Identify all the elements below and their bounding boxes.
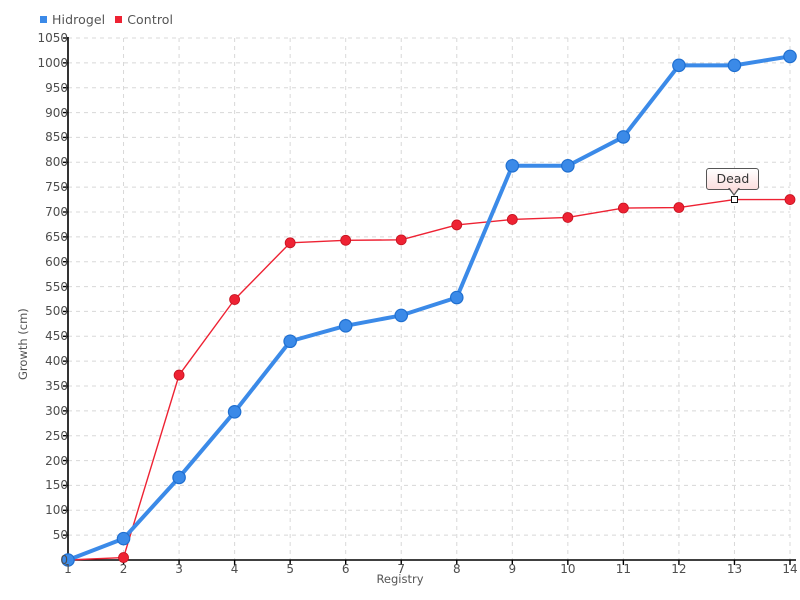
data-point-control[interactable]: [340, 234, 352, 246]
data-point-control[interactable]: [451, 219, 463, 231]
y-tick-label: 800: [45, 155, 68, 170]
data-point-hidrogel[interactable]: [172, 470, 186, 485]
x-tick-label: 13: [726, 562, 743, 576]
x-tick-label: 11: [615, 562, 632, 576]
data-point-hidrogel[interactable]: [783, 49, 797, 64]
y-tick-label: 300: [45, 403, 68, 418]
legend-item-hidrogel[interactable]: Hidrogel: [40, 12, 105, 27]
y-tick-label: 900: [45, 105, 68, 120]
x-tick-label: 5: [286, 562, 294, 576]
y-tick-label: 550: [45, 279, 68, 294]
data-point-control[interactable]: [673, 202, 685, 213]
data-point-control[interactable]: [284, 237, 296, 249]
y-tick-label: 700: [45, 205, 68, 219]
y-tick-label: 450: [45, 329, 68, 344]
data-point-hidrogel[interactable]: [727, 58, 742, 73]
y-tick-label: 600: [45, 254, 68, 269]
data-point-hidrogel[interactable]: [394, 308, 409, 323]
data-point-hidrogel[interactable]: [116, 531, 131, 546]
legend-label-hidrogel: Hidrogel: [52, 11, 106, 27]
y-tick-label: 1000: [37, 55, 68, 70]
y-tick-label: 500: [45, 304, 68, 319]
dead-point-marker[interactable]: [730, 196, 738, 204]
x-tick-label: 12: [671, 562, 687, 576]
data-point-control[interactable]: [562, 212, 574, 223]
y-tick-label: 100: [45, 503, 68, 518]
series-line-control: [67, 198, 791, 561]
y-axis-title: Growth (cm): [16, 308, 30, 380]
x-tick-label: 9: [508, 562, 517, 576]
data-point-control[interactable]: [617, 202, 629, 214]
data-point-hidrogel[interactable]: [561, 158, 575, 173]
data-point-hidrogel[interactable]: [227, 405, 242, 419]
data-point-hidrogel[interactable]: [338, 319, 353, 333]
x-tick-label: 3: [175, 562, 183, 576]
data-point-hidrogel[interactable]: [61, 553, 75, 567]
y-tick-label: 650: [45, 229, 68, 244]
x-tick-label: 6: [341, 562, 350, 576]
data-point-hidrogel[interactable]: [505, 158, 520, 173]
y-tick-label: 250: [45, 428, 68, 443]
x-tick-label: 10: [560, 562, 576, 576]
y-tick-label: 850: [45, 130, 68, 145]
data-point-hidrogel[interactable]: [672, 58, 686, 73]
x-tick-label: 1: [64, 562, 72, 576]
y-tick-label: 950: [45, 80, 68, 95]
x-tick-label: 4: [230, 562, 239, 576]
series-line-hidrogel: [66, 54, 792, 562]
dead-annotation-tooltip: Dead: [706, 167, 760, 190]
data-point-control[interactable]: [229, 294, 241, 305]
y-tick-label: 150: [45, 478, 68, 493]
y-tick-label: 400: [45, 354, 68, 369]
legend-item-control[interactable]: Control: [115, 12, 173, 27]
x-tick-label: 7: [397, 562, 406, 576]
legend-swatch-hidrogel: [40, 15, 47, 23]
data-point-control[interactable]: [506, 214, 518, 225]
x-tick-label: 8: [452, 562, 461, 576]
data-point-hidrogel[interactable]: [449, 290, 464, 305]
x-tick-label: 14: [782, 562, 798, 576]
data-point-control[interactable]: [395, 234, 407, 246]
y-tick-label: 750: [45, 180, 68, 195]
tooltip-pointer-inner: [729, 186, 740, 194]
y-tick-label: 350: [45, 379, 68, 393]
y-tick-label: 0: [60, 553, 68, 567]
chart-legend: Hidrogel Control: [40, 10, 173, 28]
legend-swatch-control: [115, 15, 123, 23]
y-tick-label: 1050: [37, 31, 68, 45]
y-tick-label: 50: [52, 528, 68, 543]
x-tick-label: 2: [119, 562, 128, 576]
data-point-hidrogel[interactable]: [283, 334, 297, 349]
y-tick-label: 200: [45, 453, 68, 468]
data-point-control[interactable]: [784, 194, 796, 205]
data-point-control[interactable]: [118, 552, 129, 563]
x-axis-title: Registry: [376, 572, 424, 586]
data-point-control[interactable]: [173, 369, 185, 381]
data-point-hidrogel[interactable]: [616, 130, 631, 144]
legend-label-control: Control: [127, 11, 174, 27]
y-axis-tick-labels: 0 50 100 150 200 250 300 350 400 450 500 550 600 650 7…: [0, 0, 68, 600]
